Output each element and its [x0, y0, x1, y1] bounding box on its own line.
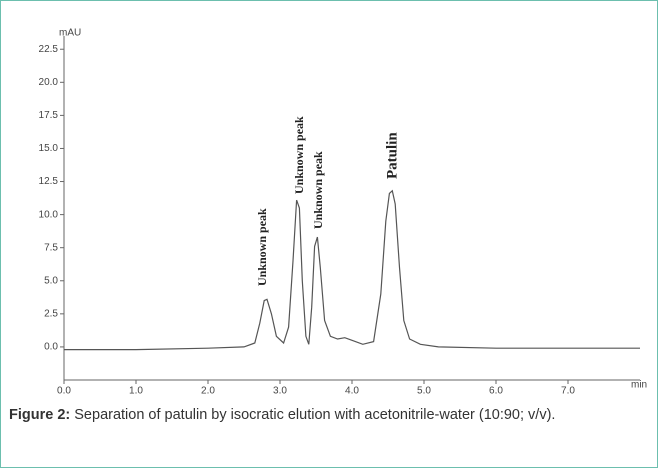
x-tick-label: 2.0 — [201, 386, 215, 396]
y-tick-label: 15.0 — [39, 143, 59, 154]
x-tick-label: 0.0 — [57, 386, 71, 396]
x-axis-label: min — [631, 380, 647, 391]
y-tick-label: 17.5 — [39, 110, 59, 121]
y-tick-label: 10.0 — [39, 209, 59, 220]
y-tick-label: 2.5 — [44, 308, 58, 319]
x-tick-label: 4.0 — [345, 386, 359, 396]
y-tick-label: 5.0 — [44, 275, 58, 286]
chromatogram-line — [64, 189, 640, 351]
peak-annotation: Patulin — [384, 132, 400, 179]
x-tick-label: 1.0 — [129, 386, 143, 396]
y-tick-label: 20.0 — [39, 77, 59, 88]
x-tick-label: 7.0 — [561, 386, 575, 396]
y-tick-label: 7.5 — [44, 242, 58, 253]
x-tick-label: 3.0 — [273, 386, 287, 396]
y-axis-label: mAU — [59, 28, 81, 39]
peak-annotation: Unknown peak — [292, 116, 306, 194]
caption-label: Figure 2: — [9, 407, 71, 423]
y-tick-label: 12.5 — [39, 176, 59, 187]
peak-annotation: Unknown peak — [311, 151, 325, 229]
x-tick-label: 5.0 — [417, 386, 431, 396]
caption-text: Separation of patulin by isocratic eluti… — [74, 407, 556, 423]
y-tick-label: 22.5 — [39, 44, 59, 55]
chart: mAU min 0.0 2.5 5.0 7.5 10.0 12.5 15.0 17.5 20.0… — [39, 28, 648, 397]
x-tick-label: 6.0 — [489, 386, 503, 396]
y-tick-label: 0.0 — [44, 342, 58, 353]
caption: Figure 2: Separation of patulin by isocr… — [9, 404, 647, 426]
peak-annotation: Unknown peak — [255, 208, 269, 286]
